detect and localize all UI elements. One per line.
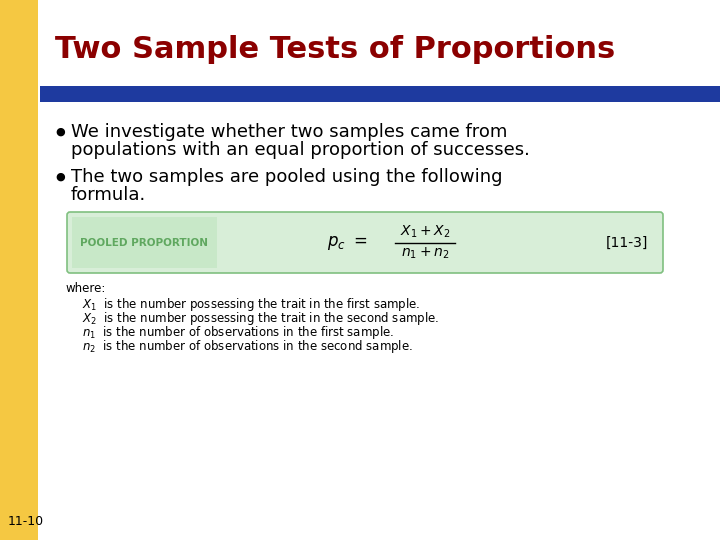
Text: The two samples are pooled using the following: The two samples are pooled using the fol… <box>71 168 503 186</box>
Text: $n_1 + n_2$: $n_1 + n_2$ <box>401 246 449 261</box>
FancyBboxPatch shape <box>38 0 720 540</box>
Text: $X_1$  is the number possessing the trait in the first sample.: $X_1$ is the number possessing the trait… <box>82 296 420 313</box>
Text: $X_2$  is the number possessing the trait in the second sample.: $X_2$ is the number possessing the trait… <box>82 310 439 327</box>
Text: ●: ● <box>55 172 65 182</box>
Bar <box>0 0 38 540</box>
Text: ●: ● <box>55 127 65 137</box>
Text: POOLED PROPORTION: POOLED PROPORTION <box>80 238 208 247</box>
Text: We investigate whether two samples came from: We investigate whether two samples came … <box>71 123 508 141</box>
Bar <box>72 217 217 268</box>
Bar <box>697 0 720 23</box>
Bar <box>38 0 720 95</box>
Text: where:: where: <box>65 282 105 295</box>
Text: $n_1$  is the number of observations in the first sample.: $n_1$ is the number of observations in t… <box>82 324 394 341</box>
Bar <box>38 517 61 540</box>
Text: 11-10: 11-10 <box>8 515 44 528</box>
Text: $p_c\ =$: $p_c\ =$ <box>327 233 367 252</box>
Text: $X_1 + X_2$: $X_1 + X_2$ <box>400 224 450 240</box>
Text: $n_2$  is the number of observations in the second sample.: $n_2$ is the number of observations in t… <box>82 338 413 355</box>
Text: Two Sample Tests of Proportions: Two Sample Tests of Proportions <box>55 36 616 64</box>
Bar <box>40 86 720 102</box>
FancyBboxPatch shape <box>67 212 663 273</box>
Text: formula.: formula. <box>71 186 146 204</box>
Text: populations with an equal proportion of successes.: populations with an equal proportion of … <box>71 141 530 159</box>
Text: [11-3]: [11-3] <box>606 235 648 249</box>
Bar <box>697 517 720 540</box>
